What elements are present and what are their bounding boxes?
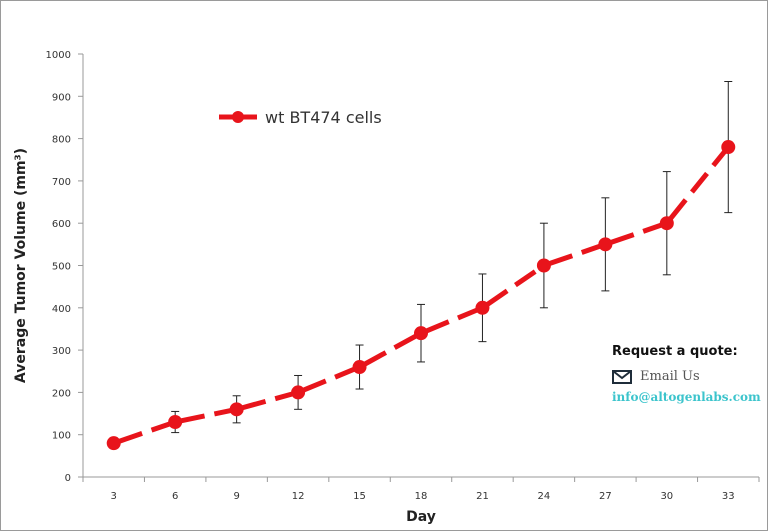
series-line-segment <box>112 419 176 446</box>
data-point <box>106 436 121 451</box>
legend-label: wt BT474 cells <box>265 108 382 127</box>
data-point <box>475 300 490 315</box>
email-us-link[interactable]: Email Us <box>612 369 761 384</box>
y-tick-label: 1000 <box>46 50 71 61</box>
y-axis-title: Average Tumor Volume (mm³) <box>13 148 29 383</box>
y-tick-label: 200 <box>52 388 71 399</box>
y-tick-label: 600 <box>52 219 71 230</box>
data-point <box>721 140 736 155</box>
x-tick-label: 30 <box>660 491 673 502</box>
email-us-label: Email Us <box>640 369 700 384</box>
data-point <box>598 237 613 252</box>
y-tick-label: 300 <box>52 346 71 357</box>
series-line-segment <box>235 389 299 412</box>
series-line-segment <box>543 241 607 268</box>
data-point <box>659 216 674 231</box>
request-quote-heading: Request a quote: <box>612 344 738 359</box>
legend-marker <box>232 111 244 123</box>
request-quote-panel: Request a quote: Email Us info@altogenla… <box>612 344 761 404</box>
x-tick-label: 6 <box>172 491 178 502</box>
data-point <box>536 258 551 273</box>
x-tick-label: 12 <box>292 491 305 502</box>
x-axis-title: Day <box>406 509 436 525</box>
x-tick-label: 18 <box>415 491 428 502</box>
data-point <box>168 415 183 430</box>
series-line-segment <box>420 305 484 336</box>
y-tick-label: 0 <box>65 473 71 484</box>
series-line-segment <box>604 220 668 247</box>
envelope-icon <box>612 369 632 384</box>
x-tick-label: 15 <box>353 491 366 502</box>
series-line-segment <box>481 263 546 310</box>
data-point <box>414 326 428 341</box>
data-point <box>352 360 367 375</box>
series-line-segment <box>358 330 423 370</box>
x-tick-label: 9 <box>233 491 239 502</box>
data-point <box>229 402 244 417</box>
x-tick-label: 33 <box>722 491 735 502</box>
x-tick-label: 21 <box>476 491 489 502</box>
y-tick-label: 800 <box>52 135 71 146</box>
x-tick-label: 27 <box>599 491 612 502</box>
y-tick-label: 900 <box>52 92 71 103</box>
y-tick-label: 400 <box>52 304 71 315</box>
y-tick-label: 100 <box>52 431 71 442</box>
series-line-segment <box>174 406 238 425</box>
data-point <box>291 385 306 400</box>
x-tick-label: 3 <box>111 491 117 502</box>
x-tick-label: 24 <box>538 491 551 502</box>
y-tick-label: 500 <box>52 262 71 273</box>
email-address-link[interactable]: info@altogenlabs.com <box>612 390 761 404</box>
y-tick-label: 700 <box>52 177 71 188</box>
series-line-segment <box>297 364 361 395</box>
series-line-segment <box>664 145 731 225</box>
